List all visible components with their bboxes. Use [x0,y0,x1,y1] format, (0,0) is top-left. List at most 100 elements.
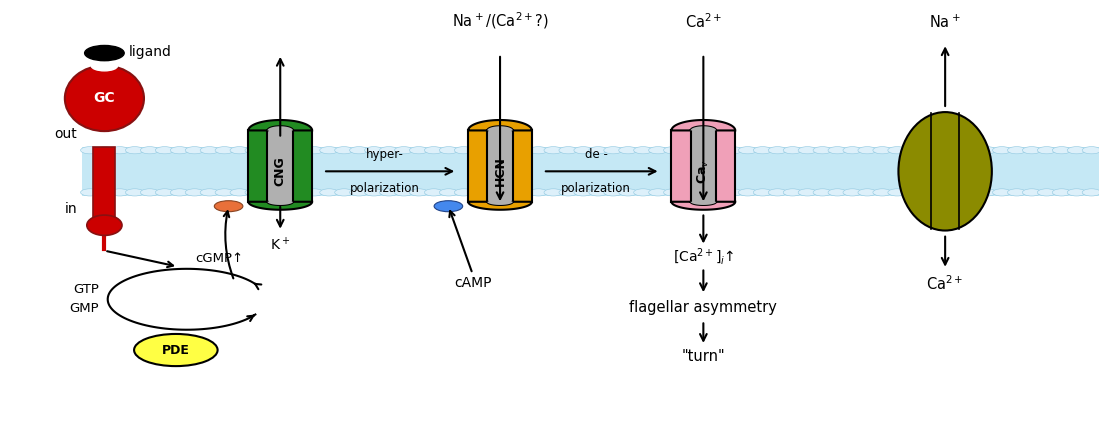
Circle shape [290,189,309,196]
Circle shape [648,147,667,154]
Text: Ca$^{2+}$: Ca$^{2+}$ [926,274,964,293]
Circle shape [440,147,458,154]
Circle shape [125,147,144,154]
Circle shape [214,201,243,212]
Circle shape [96,189,114,196]
Circle shape [320,147,338,154]
Text: Ca$^{2+}$: Ca$^{2+}$ [685,12,722,31]
Circle shape [559,189,578,196]
Circle shape [434,201,463,212]
Circle shape [977,189,996,196]
Circle shape [200,147,219,154]
Circle shape [349,147,368,154]
Circle shape [544,189,563,196]
Circle shape [1067,189,1086,196]
Circle shape [693,189,712,196]
Circle shape [693,147,712,154]
Circle shape [1083,147,1099,154]
Circle shape [1052,189,1070,196]
Text: cAMP: cAMP [454,276,491,290]
Circle shape [454,189,473,196]
Circle shape [1052,147,1070,154]
Circle shape [678,147,697,154]
Polygon shape [690,202,717,205]
Circle shape [304,147,323,154]
Circle shape [873,189,891,196]
Circle shape [134,334,218,366]
Text: [Ca$^{2+}$]$_i$↑: [Ca$^{2+}$]$_i$↑ [673,247,734,267]
Text: cGMP↑: cGMP↑ [196,253,244,266]
Circle shape [1067,147,1086,154]
Circle shape [91,60,118,71]
Circle shape [155,147,174,154]
Circle shape [80,189,99,196]
Circle shape [768,147,787,154]
Bar [717,130,735,202]
Circle shape [379,147,398,154]
Circle shape [125,189,144,196]
Circle shape [828,189,846,196]
Text: GMP: GMP [69,302,99,315]
Circle shape [424,147,443,154]
Circle shape [410,189,429,196]
Circle shape [709,147,728,154]
Circle shape [485,147,503,154]
Circle shape [902,147,921,154]
Polygon shape [248,202,312,210]
Polygon shape [248,120,312,130]
Ellipse shape [898,112,991,231]
Circle shape [529,147,547,154]
Circle shape [335,147,354,154]
Text: PDE: PDE [162,343,190,357]
Text: "turn": "turn" [681,349,725,364]
Circle shape [186,147,204,154]
Text: K$^+$: K$^+$ [270,236,290,253]
Circle shape [918,147,936,154]
Text: GC: GC [93,91,115,105]
Circle shape [349,189,368,196]
Text: in: in [65,202,77,216]
Circle shape [529,189,547,196]
Circle shape [559,147,578,154]
Circle shape [365,189,384,196]
Circle shape [723,189,742,196]
Circle shape [200,189,219,196]
Circle shape [245,189,264,196]
Circle shape [574,147,592,154]
Circle shape [440,189,458,196]
Polygon shape [267,202,293,205]
Circle shape [709,189,728,196]
Circle shape [1083,189,1099,196]
Circle shape [469,147,488,154]
Text: polarization: polarization [562,182,631,195]
Circle shape [723,147,742,154]
Text: HCN: HCN [493,157,507,186]
Circle shape [888,189,907,196]
Polygon shape [468,120,532,130]
Text: out: out [54,126,77,141]
Bar [82,147,1099,196]
Circle shape [1037,147,1056,154]
Circle shape [963,189,981,196]
Circle shape [245,147,264,154]
Text: Na$^+$: Na$^+$ [930,14,961,31]
Circle shape [933,189,952,196]
Circle shape [603,147,622,154]
Bar [671,130,690,202]
Circle shape [170,147,189,154]
Circle shape [365,147,384,154]
Circle shape [111,189,130,196]
Circle shape [544,147,563,154]
Circle shape [753,147,771,154]
Circle shape [813,147,832,154]
Circle shape [664,189,682,196]
Bar [267,130,293,202]
Text: Ca$_v$: Ca$_v$ [696,159,711,184]
Circle shape [1022,189,1041,196]
Circle shape [739,189,757,196]
Circle shape [454,147,473,154]
Circle shape [395,147,413,154]
Circle shape [186,189,204,196]
Circle shape [858,147,877,154]
Circle shape [933,147,952,154]
